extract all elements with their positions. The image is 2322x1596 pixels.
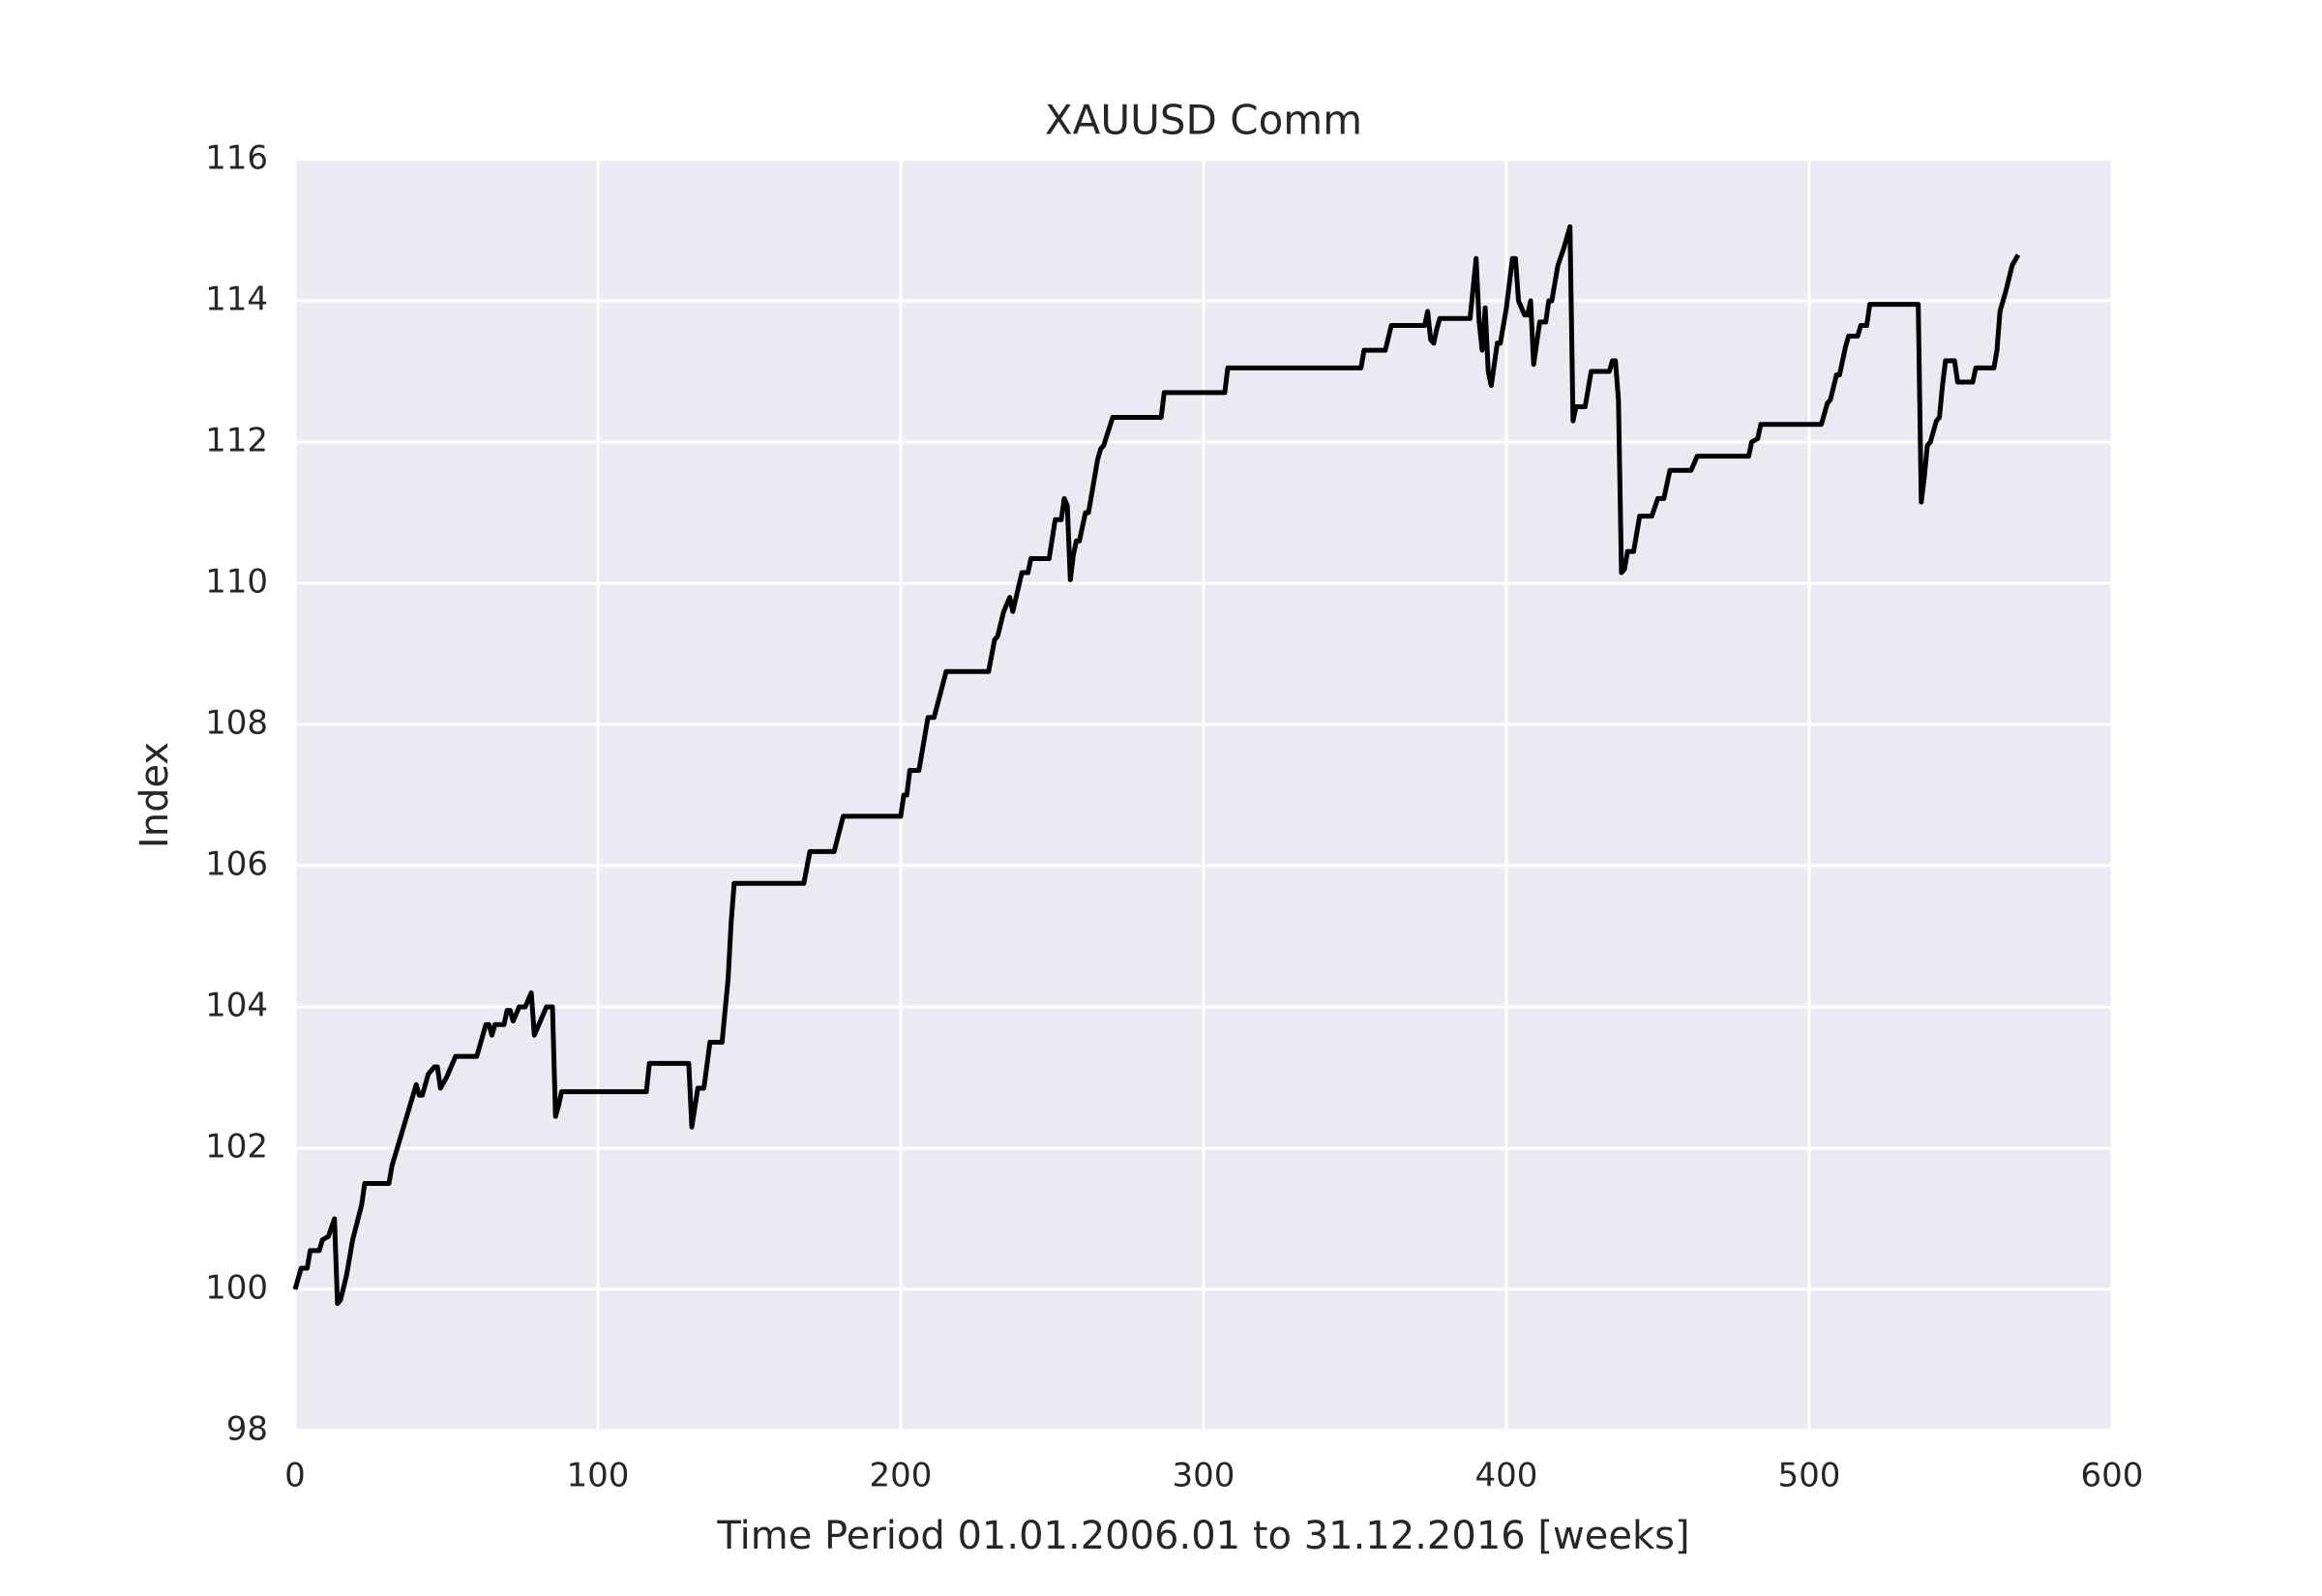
y-tick-label: 102 [205, 1128, 268, 1167]
y-tick-label: 106 [205, 845, 268, 884]
x-tick-label: 500 [1778, 1457, 1841, 1495]
y-tick-label: 104 [205, 987, 268, 1025]
y-tick-label: 100 [205, 1269, 268, 1308]
y-tick-label: 116 [205, 139, 268, 178]
chart-title: XAUUSD Comm [1045, 97, 1362, 144]
y-tick-label: 110 [205, 563, 268, 602]
y-tick-label: 98 [226, 1410, 268, 1449]
y-tick-label: 112 [205, 422, 268, 460]
x-tick-label: 400 [1475, 1457, 1538, 1495]
x-tick-label: 600 [2081, 1457, 2144, 1495]
x-tick-label: 100 [567, 1457, 630, 1495]
y-tick-label: 108 [205, 704, 268, 743]
data-line [292, 223, 2021, 1307]
x-tick-label: 300 [1173, 1457, 1235, 1495]
x-tick-label: 200 [870, 1457, 933, 1495]
x-axis-label: Time Period 01.01.2006.01 to 31.12.2016 … [716, 1514, 1689, 1558]
y-tick-label: 114 [205, 281, 268, 319]
x-tick-label: 0 [284, 1457, 306, 1495]
y-axis-label: Index [133, 742, 177, 848]
